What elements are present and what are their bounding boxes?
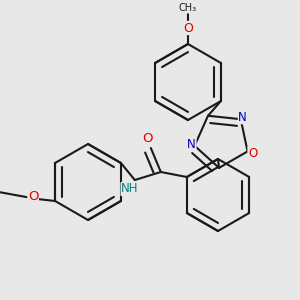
Text: O: O xyxy=(28,190,38,203)
Text: N: N xyxy=(187,138,196,151)
Text: O: O xyxy=(248,147,257,160)
Text: CH₃: CH₃ xyxy=(179,3,197,13)
Text: O: O xyxy=(142,133,153,146)
Text: O: O xyxy=(183,22,193,34)
Text: N: N xyxy=(238,111,247,124)
Text: NH: NH xyxy=(121,182,139,196)
